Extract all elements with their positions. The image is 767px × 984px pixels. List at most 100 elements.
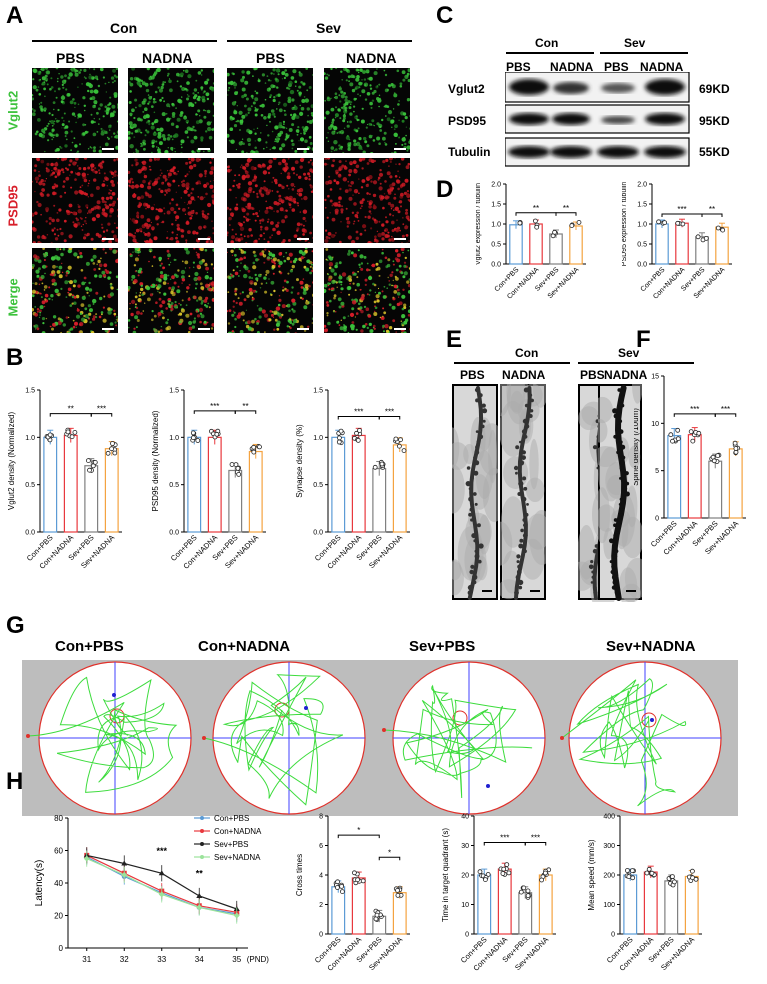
data-point [191,436,195,440]
bar [688,435,701,518]
significance-label: ** [563,204,569,213]
panel-label-d: D [436,176,453,204]
chart-i1: Cross times02468Con+PBSCon+NADNASev+PBSS… [294,804,424,980]
significance-label: *** [385,408,394,417]
bar [530,224,542,264]
data-point [399,438,403,442]
significance-bracket [379,857,400,860]
significance-label: *** [677,205,686,214]
y-tick-label: 0.0 [25,530,35,537]
significance-bracket [516,213,556,216]
data-point [73,430,77,434]
bar [249,452,262,532]
significance-bracket [484,843,525,846]
y-tick-label: 6 [319,843,323,850]
chart-i3: Mean speed (mm/s)0100200300400Con+PBSCon… [586,804,716,980]
y-axis-label: Spine density (/10um) [634,408,640,486]
significance-bracket [91,414,112,417]
bar [229,470,242,532]
row-label-psd95: PSD95 [6,177,21,227]
data-point [236,466,240,470]
bar [644,872,657,934]
data-point [373,465,377,469]
chart-b3: Synapse density (%)0.00.51.01.5Con+PBSCo… [296,370,436,585]
data-point [252,445,256,449]
significance-label: * [388,848,391,857]
data-point [402,449,406,453]
significance-label: *** [531,834,540,843]
y-tick-label: 0 [611,932,615,939]
y-axis-label: Vglut2 density (Normalized) [8,412,16,511]
track-plot-4 [552,660,738,820]
micrograph-merge-1 [32,248,118,333]
blot-strip-vglut2 [505,72,689,102]
y-tick-label: 10 [461,902,469,909]
y-axis-label: Latency(s) [34,860,45,907]
data-point [196,893,202,898]
y-axis-label: PSD95 density (Normalized) [152,410,160,511]
data-point [526,894,530,898]
group-sev-rule [227,40,412,42]
data-point [237,472,241,476]
data-point [697,431,701,435]
legend-label: Sev+PBS [214,840,248,849]
data-point [111,442,115,446]
data-point [337,436,341,440]
data-point [356,878,360,882]
y-tick-label: 15 [651,374,659,381]
data-point [694,877,698,881]
data-point [716,454,720,458]
micrograph-red-3 [227,158,313,243]
significance-label: *** [97,405,106,414]
data-point [696,235,700,239]
data-point [339,429,343,433]
y-tick-label: 0.0 [169,530,179,537]
significance-bracket [379,417,400,420]
track-title-4: Sev+NADNA [606,638,696,655]
bar [208,437,221,532]
dendrite-image-2 [500,384,546,602]
data-point [505,863,509,867]
y-tick-label: 0 [319,932,323,939]
significance-label: *** [500,834,509,843]
bar [685,876,698,934]
significance-label: *** [210,402,219,411]
data-point [672,880,676,884]
data-point [522,886,526,890]
data-point [669,433,673,437]
track-title-1: Con+PBS [55,638,124,655]
data-point [335,886,339,890]
bar [498,869,511,934]
y-tick-label: 1.5 [313,388,323,395]
data-point [396,888,400,892]
data-point [553,230,557,234]
blot-sev-label: Sev [624,36,645,50]
blot-strip-tubulin [505,138,689,166]
blot-con-label: Con [535,36,558,50]
row-label-vglut2: Vglut2 [6,81,21,131]
significance-label: * [357,826,360,835]
x-tick-label: 32 [120,955,129,964]
track-plot-1 [22,660,208,820]
y-axis-label: PSD95 expression / tubulin [622,182,628,267]
significance-label: ** [709,205,715,214]
data-point [526,889,530,893]
data-point [394,437,398,441]
data-point [676,221,680,225]
y-axis-label: Time in target quadrant (s) [441,828,450,922]
bar [393,893,406,934]
data-point [690,869,694,873]
y-tick-label: 10 [651,421,659,428]
spine-con-rule [454,362,570,364]
y-tick-label: 2.0 [491,182,501,189]
data-point [397,444,401,448]
panel-label-c: C [436,2,453,30]
bar [656,224,668,264]
data-point [645,871,649,875]
y-tick-label: 1.0 [637,222,647,229]
micrograph-red-2 [128,158,214,243]
row-label-merge: Merge [6,267,21,317]
y-tick-label: 8 [319,814,323,821]
y-tick-label: 0 [465,932,469,939]
data-point [86,459,90,463]
